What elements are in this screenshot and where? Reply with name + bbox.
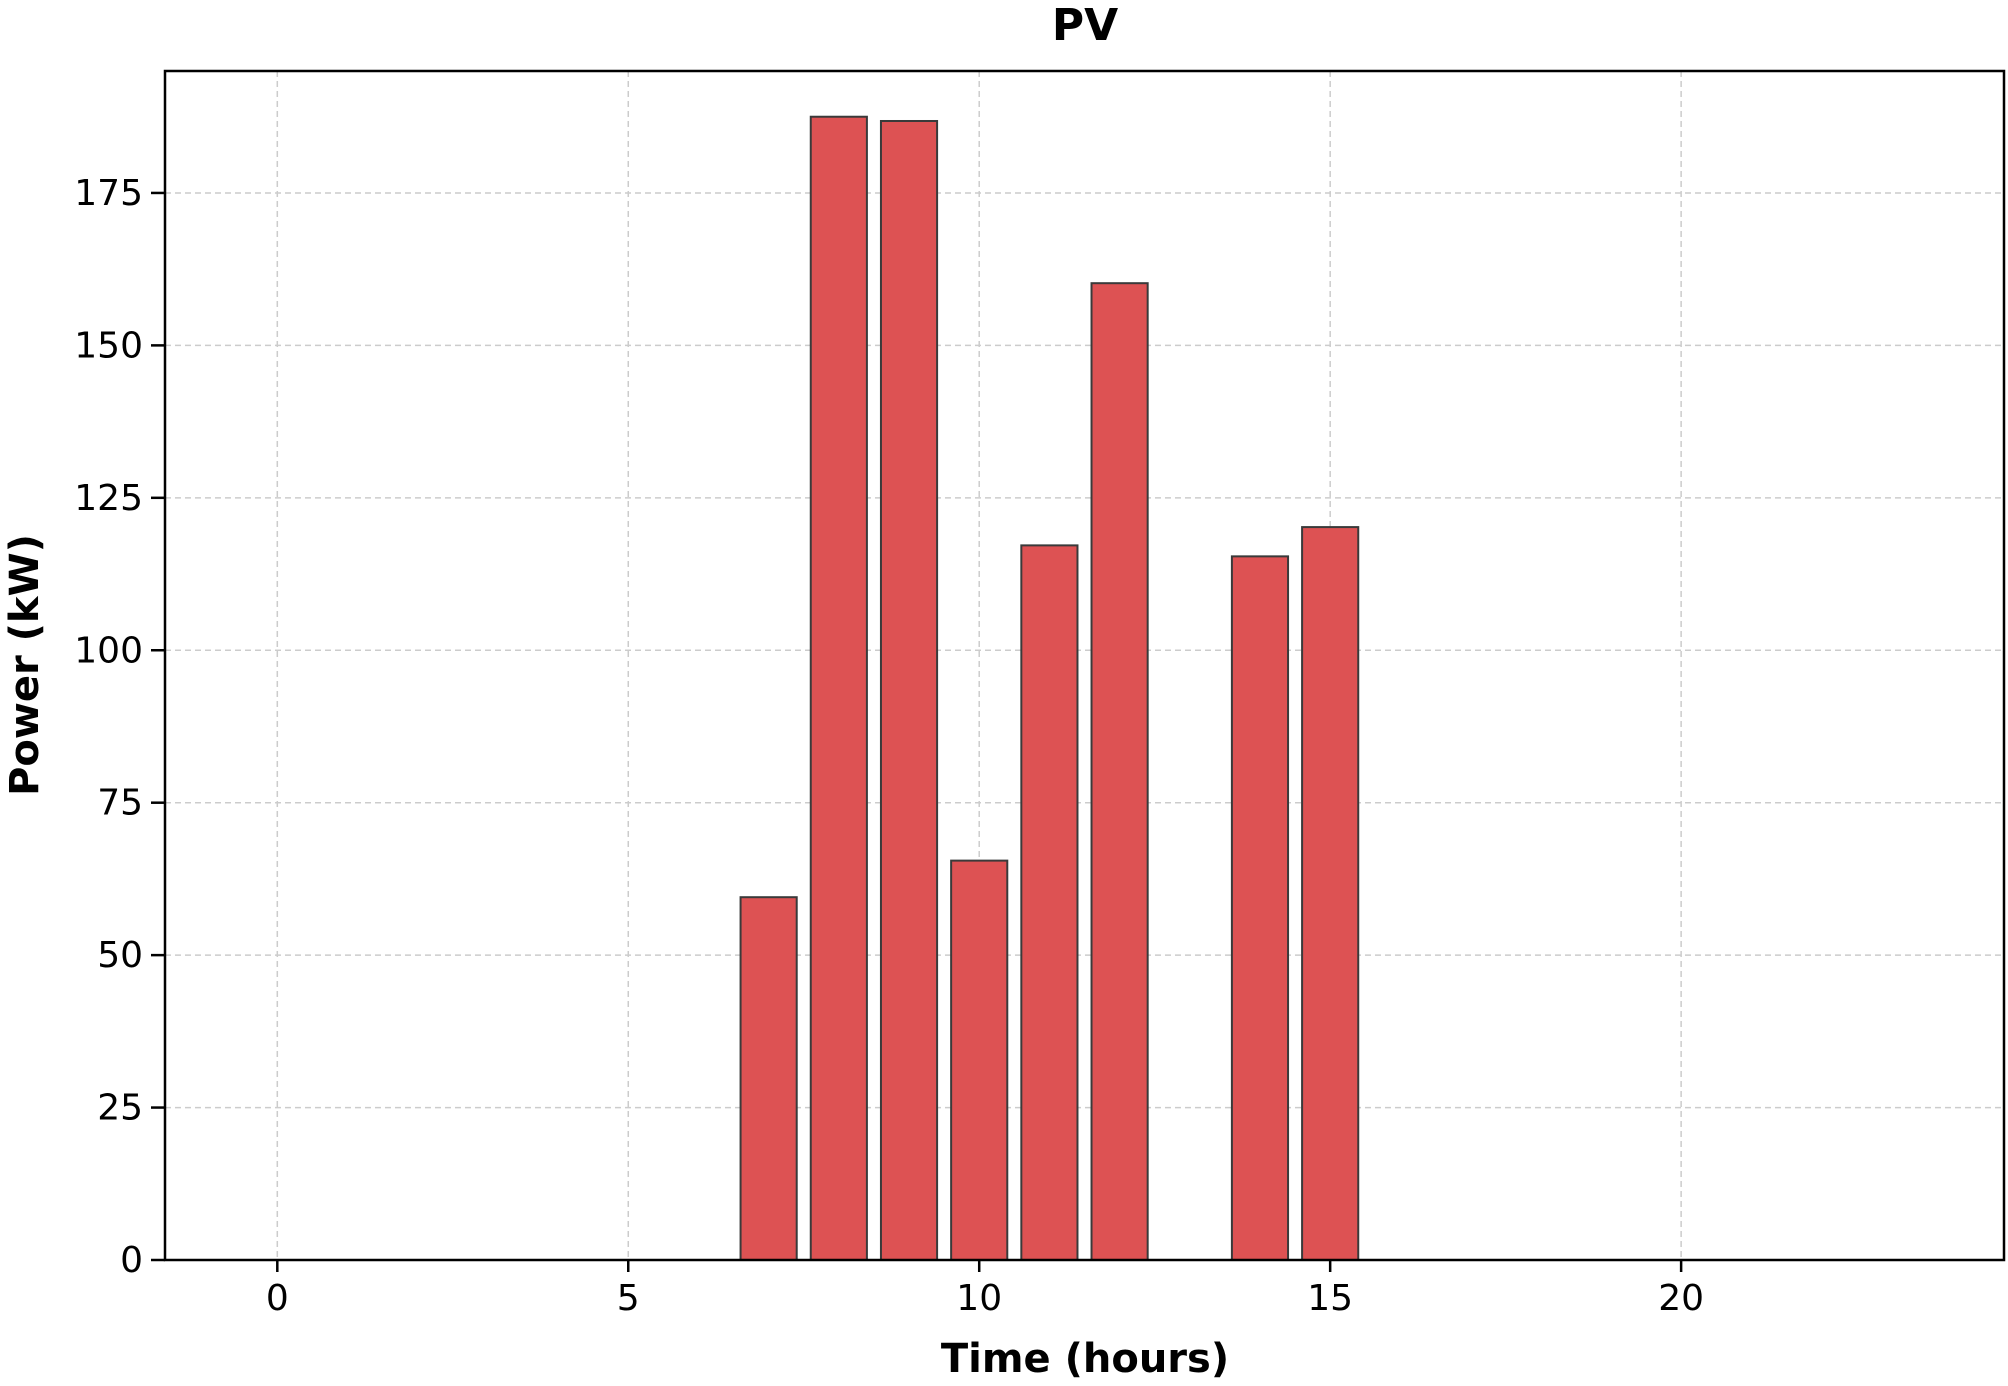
bar-hour-9 (879, 119, 939, 1261)
y-tick-label: 150 (74, 325, 143, 366)
grid-lines (165, 71, 2004, 1261)
x-tick-label: 0 (266, 1278, 289, 1319)
chart-title: PV (1052, 0, 1118, 51)
y-tick-label: 0 (120, 1240, 143, 1281)
bars (739, 115, 1360, 1262)
y-tick-label: 25 (97, 1088, 143, 1129)
y-tick-label: 100 (74, 630, 143, 671)
bar-hour-15 (1301, 526, 1360, 1261)
bar-hour-8 (809, 115, 868, 1262)
x-tick-label: 5 (617, 1278, 640, 1319)
bar-hour-11 (1020, 544, 1079, 1261)
x-tick-label: 15 (1307, 1278, 1353, 1319)
y-tick-label: 50 (97, 935, 143, 976)
y-tick-label: 75 (97, 783, 143, 824)
y-tick-label: 125 (74, 478, 143, 519)
x-tick-label: 10 (956, 1278, 1002, 1319)
bar-hour-10 (950, 859, 1009, 1261)
plot-frame (163, 69, 2006, 1262)
x-tick-label: 20 (1658, 1278, 1704, 1319)
axis-ticks: 0 5 10 15 20 0 25 50 75 100 125 150 175 (74, 173, 1704, 1319)
x-axis-title: Time (hours) (941, 1336, 1229, 1381)
y-axis-title: Power (kW) (2, 534, 48, 796)
bar-hour-7 (739, 896, 798, 1261)
bar-hour-14 (1230, 555, 1290, 1261)
y-tick-label: 175 (74, 173, 143, 214)
bar-hour-12 (1090, 282, 1149, 1261)
